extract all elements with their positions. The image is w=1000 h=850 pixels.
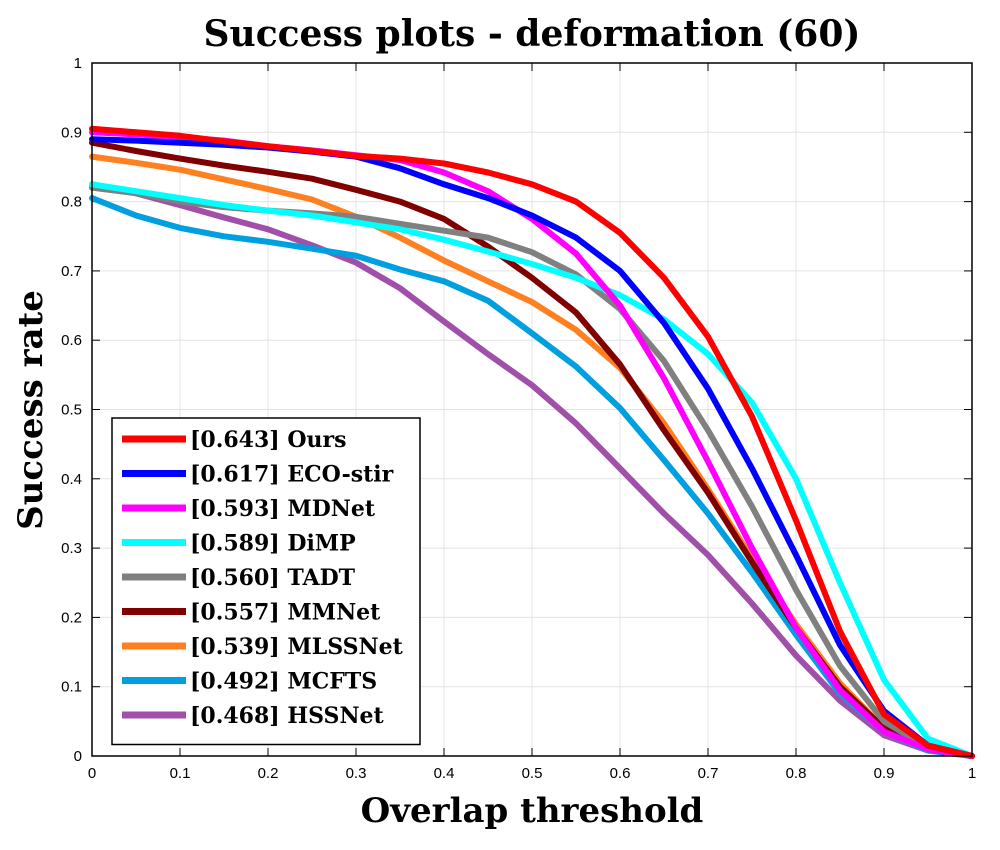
legend-label: [0.617] ECO-stir xyxy=(190,462,394,488)
x-tick-label: 0.1 xyxy=(170,765,191,782)
x-tick-label: 0.2 xyxy=(258,765,279,782)
plot-frame xyxy=(91,62,973,757)
y-tick-label: 0.7 xyxy=(61,263,82,280)
data-series xyxy=(89,125,975,759)
x-tick-label: 0.5 xyxy=(522,765,543,782)
legend-label: [0.560] TADT xyxy=(190,565,356,591)
legend: [0.643] Ours [0.617] ECO-stir [0.593] MDNe… xyxy=(111,417,421,746)
x-tick-label: 0.7 xyxy=(698,765,719,782)
legend-label: [0.557] MMNet xyxy=(190,600,381,626)
series-line-hssnet xyxy=(89,181,975,759)
x-tick-label: 0 xyxy=(88,765,96,782)
series-line-ours xyxy=(89,125,975,759)
x-tick-label: 0.6 xyxy=(610,765,631,782)
y-tick-label: 0.8 xyxy=(61,194,82,211)
y-tick-label: 0.1 xyxy=(61,679,82,696)
legend-label: [0.589] DiMP xyxy=(190,531,356,557)
legend-label: [0.643] Ours xyxy=(190,427,347,453)
y-tick-label: 0.4 xyxy=(61,471,82,488)
series-line-dimp xyxy=(89,181,975,759)
x-tick-label: 0.3 xyxy=(346,765,367,782)
x-tick-label: 1 xyxy=(968,765,976,782)
legend-label: [0.468] HSSNet xyxy=(190,703,385,729)
y-tick-label: 0.5 xyxy=(61,402,82,419)
y-tick-label: 0 xyxy=(74,748,82,765)
legend-label: [0.492] MCFTS xyxy=(190,669,377,695)
y-tick-label: 0.2 xyxy=(61,609,82,626)
y-axis-label: Success rate xyxy=(11,290,51,530)
x-axis-label: Overlap threshold xyxy=(361,791,704,831)
y-tick-label: 1 xyxy=(74,55,82,72)
y-tick-label: 0.6 xyxy=(61,332,82,349)
y-tick-label: 0.9 xyxy=(61,124,82,141)
x-tick-label: 0.4 xyxy=(434,765,455,782)
legend-label: [0.593] MDNet xyxy=(190,496,376,522)
y-tick-label: 0.3 xyxy=(61,540,82,557)
x-tick-label: 0.8 xyxy=(786,765,807,782)
x-tick-label: 0.9 xyxy=(874,765,895,782)
legend-label: [0.539] MLSSNet xyxy=(190,634,404,660)
chart-title: Success plots - deformation (60) xyxy=(204,13,861,55)
